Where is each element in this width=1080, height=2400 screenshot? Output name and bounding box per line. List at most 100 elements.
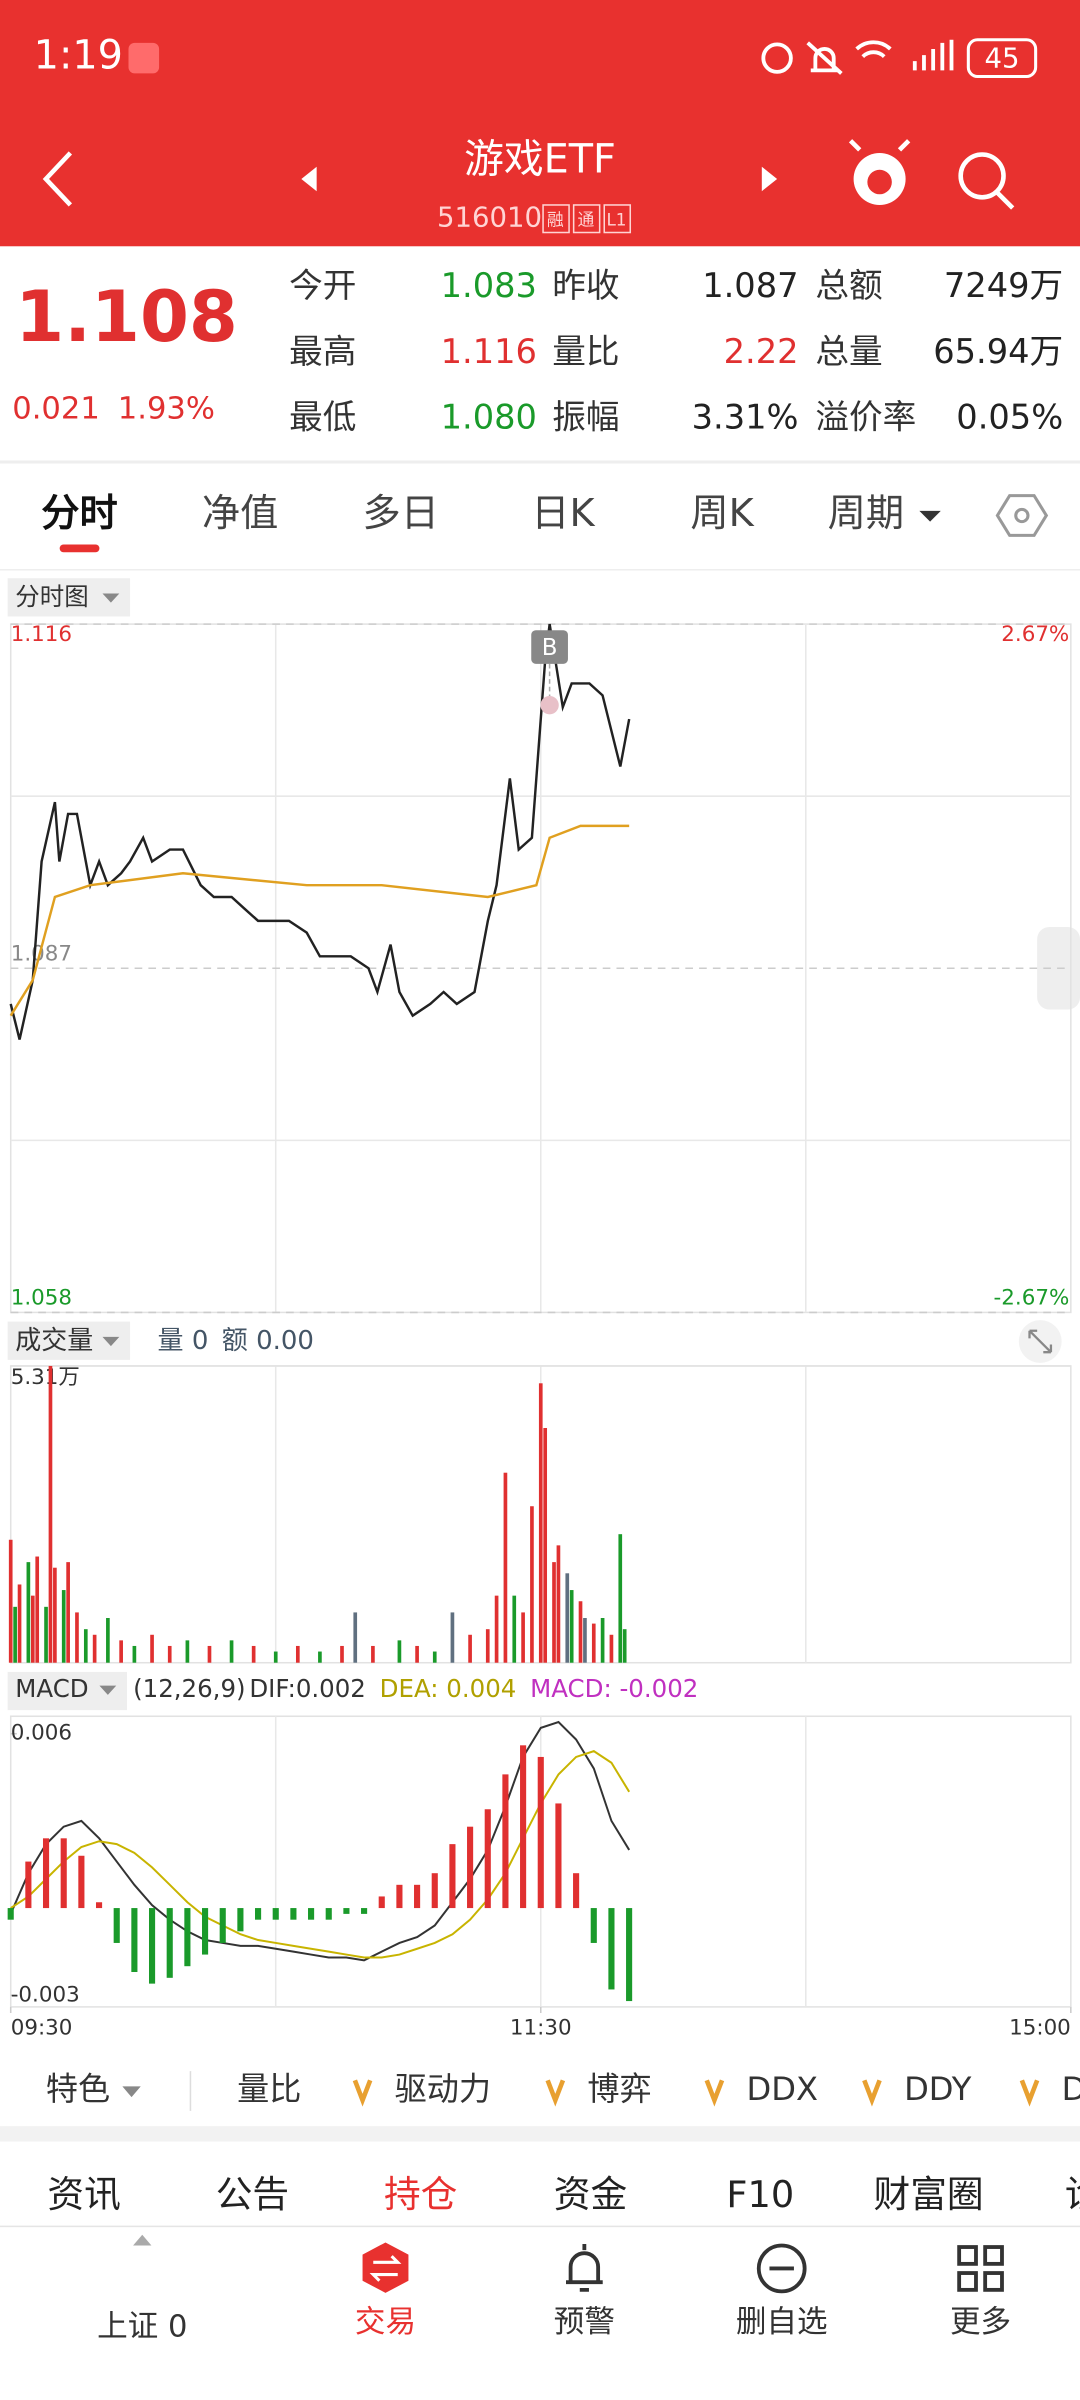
volume-bar <box>565 1573 570 1663</box>
dropdown-arrow <box>102 593 120 603</box>
price-change-pct: 1.93% <box>118 391 215 426</box>
more-icon <box>957 2245 1004 2292</box>
bottom-tab[interactable]: 诊 <box>1065 2173 1080 2216</box>
volume-bar <box>44 1606 48 1663</box>
next-button[interactable] <box>761 166 778 192</box>
buy-marker <box>531 630 568 664</box>
nav-item[interactable]: 更多 <box>950 2305 1011 2340</box>
volume-bar <box>591 1623 596 1663</box>
tab[interactable]: 周K <box>690 492 754 536</box>
tab[interactable]: 净值 <box>202 492 278 536</box>
field-label: 最高 <box>289 332 356 371</box>
macd-bar <box>95 1902 103 1909</box>
macd-bar <box>608 1908 615 1990</box>
volume-bar <box>35 1556 40 1663</box>
volume-bar <box>119 1640 123 1663</box>
volume-bar <box>229 1640 234 1663</box>
nav-item[interactable]: 预警 <box>554 2305 615 2340</box>
chart-label: MACD <box>15 1674 88 1703</box>
status-time: 1:19 <box>34 33 123 79</box>
macd-bar <box>484 1809 491 1909</box>
dropdown-arrow <box>122 2086 141 2098</box>
bottom-tab[interactable]: 资讯 <box>47 2173 120 2216</box>
bottom-tab[interactable]: 公告 <box>216 2173 289 2216</box>
macd-bar <box>378 1896 385 1909</box>
macd-bar <box>272 1908 279 1920</box>
search-button[interactable] <box>958 152 1015 210</box>
volume-bar <box>512 1595 517 1663</box>
macd-params: (12,26,9) <box>133 1674 246 1703</box>
bottom-tab[interactable]: 资金 <box>554 2173 627 2216</box>
indicator-tag <box>352 2079 373 2107</box>
badge-box <box>542 204 570 234</box>
volume-bar <box>569 1590 574 1663</box>
settings-dot <box>1014 507 1030 524</box>
bottom-tab[interactable]: 持仓 <box>384 2173 457 2216</box>
macd-bar <box>467 1826 474 1909</box>
indicator-tab[interactable]: DDX <box>747 2070 818 2108</box>
volume-bar <box>340 1645 344 1663</box>
macd-bar <box>255 1908 262 1920</box>
indicator-tag <box>704 2079 725 2107</box>
volume-bar <box>552 1562 556 1663</box>
bottom-tab[interactable]: F10 <box>726 2173 794 2216</box>
macd-bar <box>219 1908 226 1943</box>
nav-item[interactable]: 交易 <box>355 2305 416 2340</box>
field-label: 振幅 <box>552 398 619 437</box>
macd-bar <box>343 1908 350 1914</box>
macd-bar <box>42 1838 50 1909</box>
x-tick-label: 11:30 <box>510 2015 572 2040</box>
macd-bar <box>113 1908 120 1943</box>
y-tick-label: 1.058 <box>11 1286 72 1311</box>
macd-bar <box>60 1838 67 1909</box>
header-bg <box>0 0 1080 247</box>
macd-legend: DIF:0.002 <box>249 1674 366 1703</box>
indicator-tab[interactable]: DDY <box>904 2070 972 2108</box>
volume-bar <box>609 1634 614 1663</box>
field-value: 1.087 <box>702 266 798 305</box>
field-value: 65.94万 <box>933 332 1063 371</box>
macd-bar <box>166 1908 173 1978</box>
tab[interactable]: 多日 <box>363 492 439 536</box>
indicator-tab[interactable]: 驱动力 <box>395 2070 491 2108</box>
macd-bar <box>414 1884 421 1909</box>
macd-bar <box>396 1884 403 1909</box>
field-value: 1.080 <box>441 398 537 437</box>
mascot-icon[interactable] <box>848 139 911 205</box>
expand-button[interactable] <box>1018 1320 1062 1363</box>
y2-tick-label: 2.67% <box>1001 622 1069 647</box>
x-tick-label: 09:30 <box>11 2015 73 2040</box>
badge-box <box>572 204 601 234</box>
field-label: 溢价率 <box>815 398 916 437</box>
buy-marker-label: B <box>542 635 558 661</box>
chart-label: 成交量 <box>15 1326 93 1356</box>
dropdown-arrow <box>102 1336 120 1347</box>
indicator-tab[interactable]: 量比 <box>237 2070 301 2108</box>
tab[interactable]: 日K <box>531 492 595 536</box>
trade-icon <box>362 2242 409 2293</box>
macd-bar <box>148 1908 156 1984</box>
macd-bar <box>555 1803 562 1909</box>
volume-bar <box>485 1629 490 1663</box>
volume-bar <box>415 1645 419 1663</box>
volume-bar <box>583 1618 587 1663</box>
settings-button[interactable] <box>995 494 1049 537</box>
price-change: 0.021 <box>12 391 100 426</box>
tab[interactable]: 周期 <box>828 492 904 536</box>
status-icons <box>761 39 954 75</box>
tab[interactable]: 分时 <box>41 492 117 536</box>
nav-item[interactable]: 上证 0 <box>97 2310 187 2345</box>
nav-item[interactable]: 删自选 <box>736 2305 828 2340</box>
indicator-tab[interactable]: 博弈 <box>587 2070 651 2108</box>
prev-button[interactable] <box>301 166 317 192</box>
expand-arrow[interactable] <box>133 2234 152 2246</box>
dropdown-arrow <box>99 1685 117 1695</box>
indicator-tab[interactable]: D <box>1062 2070 1080 2108</box>
indicator-tab[interactable]: 特色 <box>46 2070 110 2108</box>
back-button[interactable] <box>42 151 73 207</box>
field-label: 昨收 <box>552 266 619 305</box>
volume-bar <box>75 1612 79 1663</box>
y-tick-label: -0.003 <box>11 1982 80 2007</box>
bottom-tab[interactable]: 财富圈 <box>873 2173 983 2216</box>
volume-bar <box>353 1612 358 1663</box>
